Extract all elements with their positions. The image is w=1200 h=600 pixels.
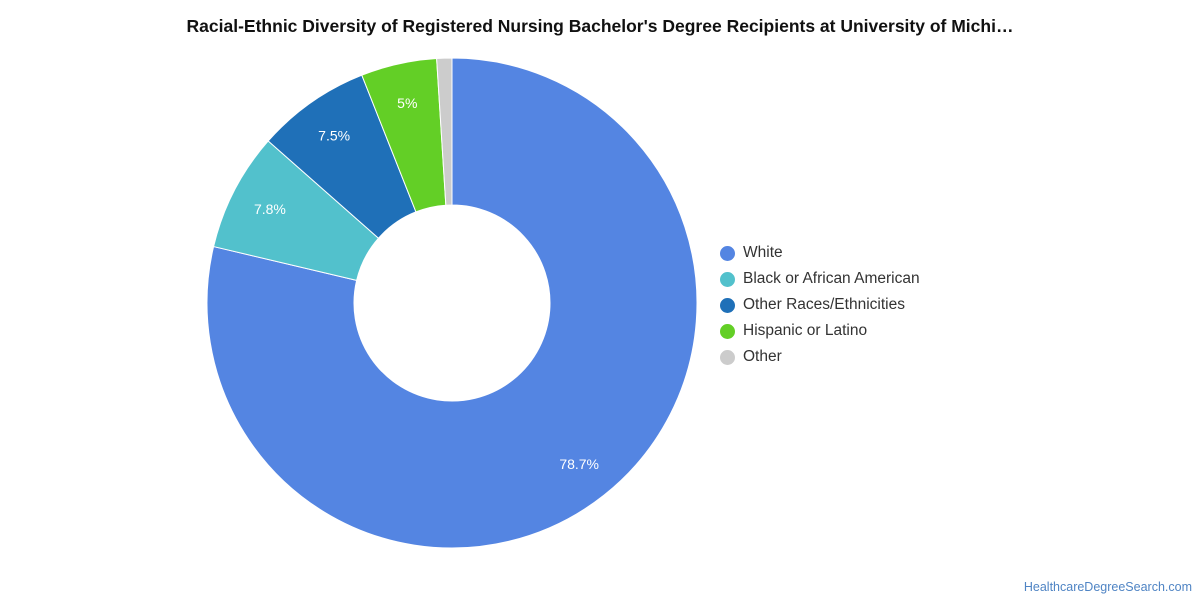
legend-item-other-races-ethnicities[interactable]: Other Races/Ethnicities bbox=[720, 292, 920, 318]
source-link[interactable]: HealthcareDegreeSearch.com bbox=[1023, 580, 1192, 594]
legend-item-white[interactable]: White bbox=[720, 240, 920, 266]
slice-data-label: 7.8% bbox=[254, 201, 286, 217]
legend-swatch bbox=[720, 349, 735, 365]
legend-item-other[interactable]: Other bbox=[720, 344, 920, 370]
chart-legend: White Black or African American Other Ra… bbox=[720, 240, 920, 370]
slice-data-label: 5% bbox=[397, 95, 417, 111]
donut-slice-other[interactable] bbox=[436, 57, 453, 206]
legend-swatch bbox=[720, 297, 735, 313]
legend-item-black-or-african-american[interactable]: Black or African American bbox=[720, 266, 920, 292]
legend-label: Other bbox=[743, 348, 782, 365]
donut-slice-white[interactable] bbox=[206, 57, 698, 549]
chart-title: Racial-Ethnic Diversity of Registered Nu… bbox=[186, 16, 1014, 36]
legend-label: Other Races/Ethnicities bbox=[743, 296, 905, 313]
legend-swatch bbox=[720, 245, 735, 261]
legend-swatch bbox=[720, 271, 735, 287]
legend-label: Black or African American bbox=[743, 270, 920, 287]
slice-data-label: 78.7% bbox=[559, 456, 599, 472]
legend-label: Hispanic or Latino bbox=[743, 322, 868, 339]
legend-swatch bbox=[720, 323, 735, 339]
slice-data-label: 7.5% bbox=[318, 127, 350, 143]
legend-label: White bbox=[743, 244, 783, 261]
legend-item-hispanic-or-latino[interactable]: Hispanic or Latino bbox=[720, 318, 920, 344]
